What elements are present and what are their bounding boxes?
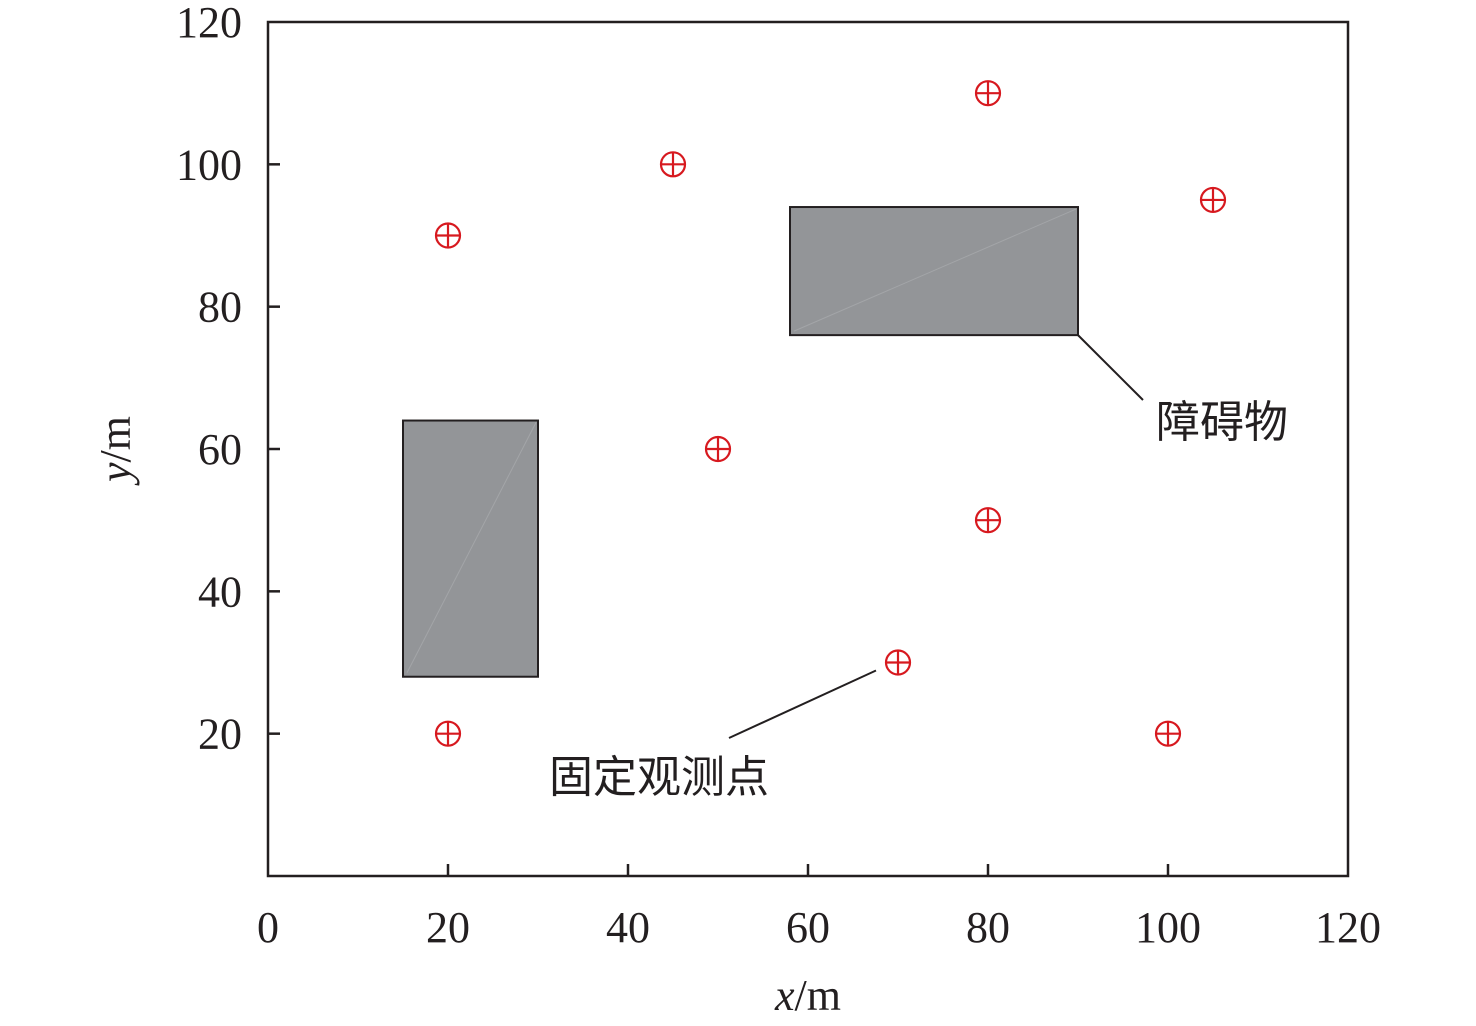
- x-tick-label: 40: [606, 903, 650, 952]
- x-tick-label: 120: [1315, 903, 1381, 952]
- annotation-observation-point: 固定观测点: [549, 752, 769, 803]
- y-axis-unit: /m: [91, 416, 140, 462]
- y-tick-label: 120: [176, 0, 242, 47]
- obstacle-1-diagonal: [406, 422, 537, 673]
- x-axis-label: x/m: [774, 971, 841, 1020]
- observation-point: [659, 151, 687, 178]
- x-tick-label: 80: [966, 903, 1010, 952]
- points-layer: [434, 80, 1227, 747]
- x-tick-label: 20: [426, 903, 470, 952]
- x-tick-label: 0: [257, 903, 279, 952]
- y-tick-label: 60: [198, 425, 242, 474]
- y-axis-label: y/m: [91, 416, 140, 486]
- x-tick-label: 60: [786, 903, 830, 952]
- obstacle-2: [789, 206, 1079, 337]
- x-tick-label: 100: [1135, 903, 1201, 952]
- annotation-obstacle: 障碍物: [1156, 397, 1288, 448]
- observation-point: [704, 435, 732, 463]
- observation-point: [974, 80, 1002, 107]
- x-axis-unit: /m: [795, 971, 841, 1020]
- observation-point: [434, 720, 462, 747]
- leaders-layer: [728, 334, 1144, 739]
- x-axis-var: x: [774, 971, 795, 1020]
- observation-point: [1154, 720, 1182, 747]
- observation-point: [1199, 186, 1227, 214]
- observation-point: [434, 222, 462, 249]
- obstacle-2-diagonal: [793, 208, 1077, 332]
- obstacle-leader-line: [1077, 334, 1144, 401]
- y-tick-label: 100: [176, 140, 242, 189]
- observation-point: [974, 507, 1002, 534]
- y-tick-label: 20: [198, 710, 242, 759]
- observation-point: [884, 649, 912, 676]
- y-axis-var: y: [91, 462, 140, 486]
- observation-leader-line: [728, 669, 877, 739]
- y-tick-label: 40: [198, 567, 242, 616]
- ticks-layer: 0 20 40 60 80 100 120 20 40 60 80 100 120: [176, 0, 1381, 952]
- y-tick-label: 80: [198, 283, 242, 332]
- obstacles-layer: [402, 206, 1079, 678]
